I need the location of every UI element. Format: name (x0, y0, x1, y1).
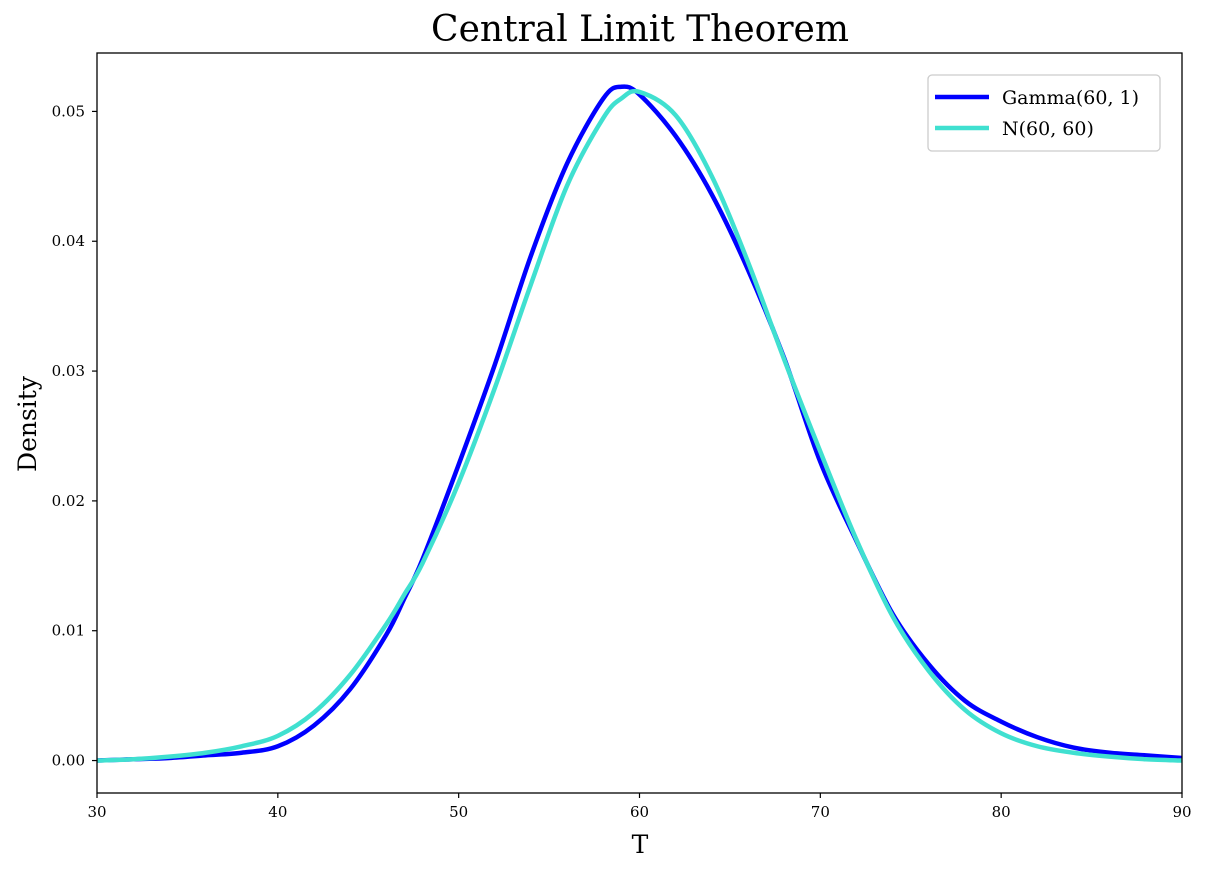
x-tick-label: 90 (1172, 803, 1191, 821)
y-axis: 0.00 0.01 0.02 0.03 0.04 0.05 (52, 102, 97, 770)
y-tick-label: 0.03 (52, 362, 85, 380)
x-axis: 30 40 50 60 70 80 90 (87, 793, 1192, 821)
x-tick-label: 70 (811, 803, 830, 821)
x-tick-label: 60 (630, 803, 649, 821)
x-tick-label: 40 (268, 803, 287, 821)
series-line-1 (96, 84, 1183, 763)
x-tick-label: 30 (87, 803, 106, 821)
plot-lines (96, 84, 1183, 763)
x-axis-label: T (632, 830, 649, 859)
y-tick-label: 0.04 (52, 232, 85, 250)
x-tick-label: 80 (992, 803, 1011, 821)
y-tick-label: 0.00 (52, 752, 85, 770)
legend-label-1: Gamma(60, 1) (1002, 87, 1139, 109)
chart-title: Central Limit Theorem (431, 9, 849, 50)
y-tick-label: 0.02 (52, 492, 85, 510)
y-tick-label: 0.05 (52, 102, 85, 120)
series-line-2 (96, 88, 1183, 763)
plot-frame (96, 52, 1183, 794)
x-tick-label: 50 (449, 803, 468, 821)
legend: Gamma(60, 1) N(60, 60) (927, 74, 1161, 152)
y-axis-label: Density (13, 375, 42, 472)
y-tick-label: 0.01 (52, 622, 85, 640)
legend-label-2: N(60, 60) (1002, 118, 1094, 140)
legend-box (927, 74, 1161, 152)
